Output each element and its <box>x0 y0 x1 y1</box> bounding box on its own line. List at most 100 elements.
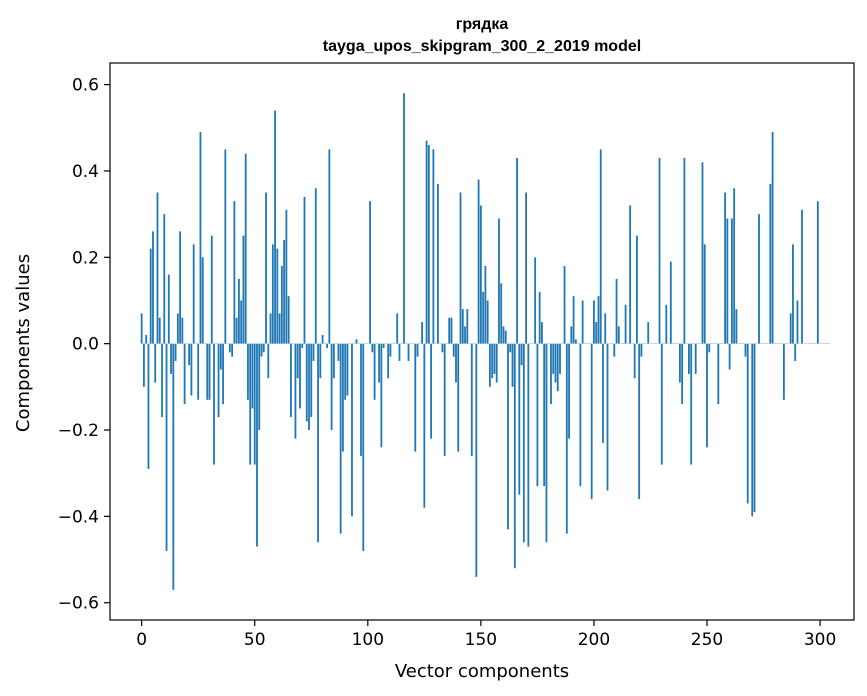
bar-50 <box>253 343 256 465</box>
bar-187 <box>563 265 566 344</box>
bar-54 <box>262 343 265 353</box>
bar-202 <box>597 296 600 344</box>
bar-101 <box>369 201 371 344</box>
bar-66 <box>290 343 292 418</box>
bar-32 <box>213 343 215 465</box>
bar-143 <box>464 326 466 344</box>
bar-59 <box>274 110 276 344</box>
bar-245 <box>694 343 697 374</box>
bar-199 <box>590 343 593 500</box>
bar-164 <box>511 343 514 387</box>
bar-216 <box>629 205 632 344</box>
bar-131 <box>437 183 439 344</box>
bar-102 <box>371 343 374 353</box>
bar-18 <box>181 317 184 344</box>
bar-240 <box>683 157 686 344</box>
bar-230 <box>660 343 663 465</box>
bar-62 <box>280 265 283 344</box>
bar-80 <box>321 335 324 344</box>
bar-224 <box>647 322 650 344</box>
bar-152 <box>484 265 487 344</box>
bar-90 <box>344 343 347 400</box>
bar-149 <box>477 179 480 344</box>
bar-160 <box>502 326 505 344</box>
bar-6 <box>154 343 157 383</box>
bar-21 <box>188 343 191 366</box>
bar-13 <box>170 343 172 374</box>
bar-243 <box>690 343 693 465</box>
bar-260 <box>728 343 731 370</box>
bar-91 <box>346 343 349 396</box>
bar-9 <box>161 343 163 418</box>
y-tick-label: 0.0 <box>72 335 99 355</box>
bar-148 <box>475 343 478 577</box>
bar-65 <box>287 296 290 344</box>
bar-261 <box>730 218 733 344</box>
bar-27 <box>201 257 204 344</box>
bar-141 <box>459 192 462 344</box>
bar-56 <box>267 343 270 379</box>
bar-58 <box>271 244 274 344</box>
bar-61 <box>278 313 281 344</box>
bar-41 <box>233 201 236 344</box>
bar-273 <box>758 214 760 344</box>
bar-181 <box>550 343 552 405</box>
bar-7 <box>156 192 159 344</box>
bar-214 <box>624 304 627 344</box>
bar-292 <box>801 209 803 344</box>
bar-284 <box>782 343 785 400</box>
bar-73 <box>305 343 308 422</box>
bar-250 <box>706 343 708 448</box>
y-axis-label: Components values <box>13 254 34 432</box>
bar-79 <box>319 343 322 379</box>
bar-39 <box>228 343 231 353</box>
bar-114 <box>398 343 401 361</box>
bar-185 <box>559 343 561 374</box>
x-axis-label: Vector components <box>395 661 569 682</box>
bar-37 <box>224 149 227 344</box>
bar-26 <box>199 132 202 344</box>
bar-77 <box>314 188 317 344</box>
bar-221 <box>640 343 643 357</box>
bar-137 <box>450 317 453 344</box>
bar-88 <box>339 343 342 534</box>
bar-69 <box>296 343 299 379</box>
bar-125 <box>423 343 426 508</box>
bar-103 <box>373 343 376 400</box>
bar-201 <box>595 322 598 344</box>
bar-83 <box>328 149 331 344</box>
bar-178 <box>543 343 546 487</box>
bar-229 <box>658 157 661 344</box>
bar-195 <box>581 300 584 344</box>
bar-211 <box>617 326 620 344</box>
bar-5 <box>152 231 154 344</box>
bar-121 <box>414 343 417 452</box>
bar-23 <box>192 244 195 344</box>
bar-163 <box>509 343 512 353</box>
bar-138 <box>452 343 455 357</box>
bar-189 <box>568 343 570 439</box>
bar-167 <box>518 343 521 495</box>
bar-268 <box>746 343 749 504</box>
bar-262 <box>733 188 736 344</box>
bar-55 <box>265 192 267 344</box>
bar-35 <box>219 343 222 370</box>
y-tick-label: 0.4 <box>72 162 99 182</box>
bar-34 <box>217 343 220 418</box>
bar-263 <box>735 309 738 344</box>
bar-110 <box>389 343 392 357</box>
bar-158 <box>498 218 500 344</box>
x-tick-label: 50 <box>244 630 266 650</box>
bar-60 <box>276 248 279 344</box>
bar-151 <box>482 291 485 344</box>
bar-4 <box>149 248 152 344</box>
bar-259 <box>726 218 729 344</box>
y-tick-label: 0.2 <box>72 248 99 268</box>
bar-84 <box>330 343 333 431</box>
bar-169 <box>522 343 525 543</box>
bar-248 <box>701 162 704 344</box>
bar-82 <box>326 343 328 348</box>
bar-162 <box>507 343 509 530</box>
bar-279 <box>771 132 774 344</box>
bar-289 <box>794 343 797 361</box>
